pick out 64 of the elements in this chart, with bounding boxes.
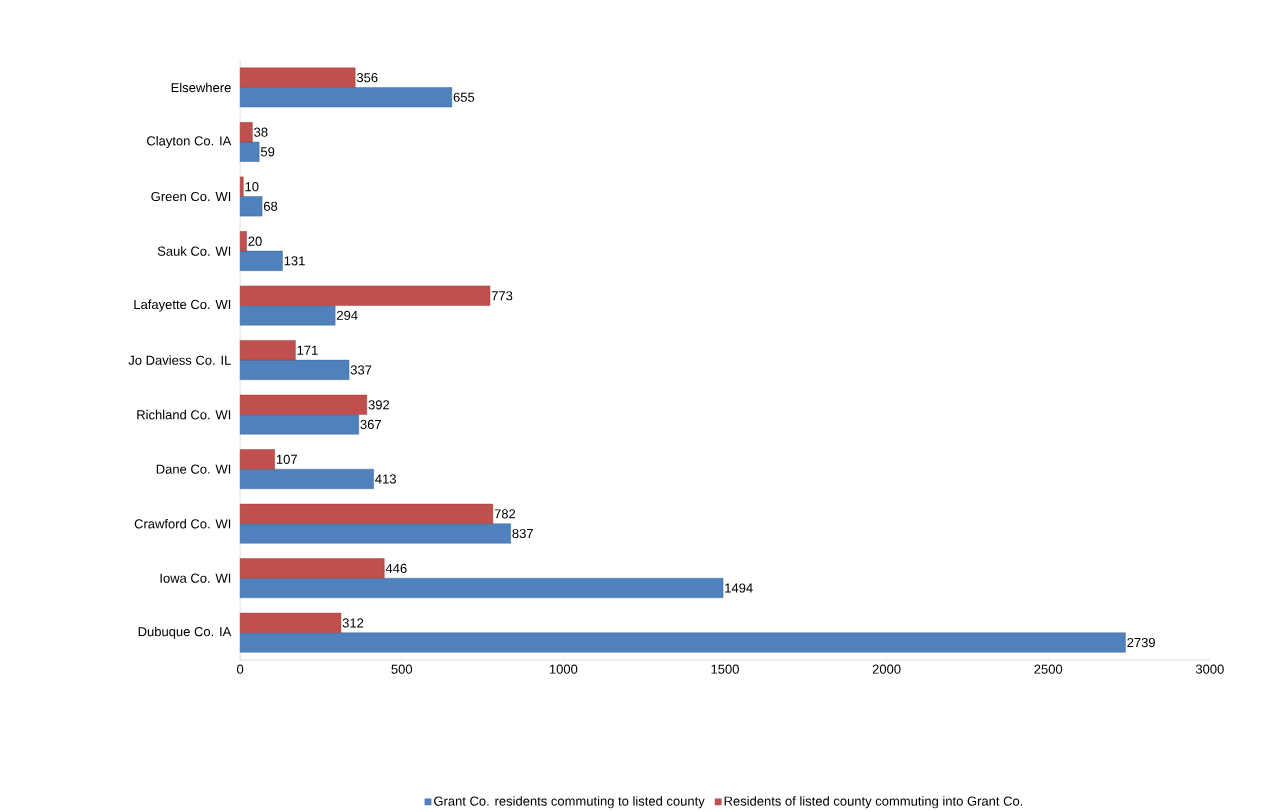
x-tick-label: 2500: [1034, 664, 1063, 674]
bar: [239, 360, 350, 381]
y-tick-label: Crawford Co. WI: [134, 519, 231, 529]
data-label: 337: [350, 365, 372, 375]
legend-label: Grant Co. residents commuting to listed county: [434, 796, 705, 809]
data-label: 356: [356, 73, 378, 83]
bar: [239, 395, 368, 416]
data-label: 68: [263, 201, 278, 212]
y-tick-label: Clayton Co. IA: [147, 136, 232, 149]
legend-label: Residents of listed county commuting into Grant Co.: [724, 796, 1023, 809]
y-tick-label: Dubuque Co. IA: [138, 626, 232, 640]
data-label: 10: [245, 182, 259, 192]
bar: [239, 523, 511, 544]
bar: [239, 340, 296, 361]
bar: [239, 613, 342, 634]
bar: [239, 176, 244, 197]
data-label: 20: [248, 236, 262, 247]
x-tick-label: 0: [237, 664, 244, 674]
data-label: 446: [385, 564, 407, 574]
data-label: 773: [491, 291, 513, 301]
x-tick-label: 2000: [872, 664, 901, 674]
bar: [239, 251, 283, 272]
y-tick-label: Richland Co. WI: [137, 410, 231, 420]
bar: [239, 449, 275, 470]
data-label: 782: [494, 509, 516, 519]
bar: [239, 305, 336, 326]
y-tick-label: Iowa Co. WI: [160, 573, 231, 584]
bar: [239, 87, 453, 108]
data-label: 413: [375, 474, 396, 484]
data-label: 312: [342, 618, 364, 628]
x-tick-label: 3000: [1195, 664, 1224, 674]
bar: [239, 122, 253, 143]
bar: [239, 142, 260, 163]
data-label: 1494: [725, 583, 753, 593]
data-label: 59: [260, 147, 275, 157]
data-label: 655: [453, 92, 475, 103]
data-label: 294: [337, 311, 358, 321]
data-label: 131: [284, 256, 305, 266]
bar: [239, 469, 374, 490]
y-tick-label: Dane Co. WI: [156, 464, 231, 474]
bar: [239, 67, 356, 88]
bar: [239, 231, 247, 252]
y-tick-label: Lafayette Co. WI: [134, 299, 231, 312]
x-tick-label: 500: [391, 664, 413, 674]
bar: [239, 558, 385, 579]
y-tick-label: Elsewhere: [171, 82, 231, 93]
data-label: 38: [254, 127, 268, 137]
bar: [239, 504, 494, 525]
bar: [239, 578, 724, 599]
y-tick-label: Green Co. WI: [151, 192, 231, 202]
x-tick-label: 1000: [549, 664, 578, 674]
bar: [239, 196, 263, 217]
bar: [239, 414, 359, 435]
x-tick-label: 1500: [711, 664, 739, 674]
y-tick-label: Sauk Co. WI: [157, 246, 231, 257]
bar: [239, 285, 491, 306]
data-label: 367: [360, 420, 381, 430]
y-tick-label: Jo Daviess Co. IL: [128, 355, 231, 366]
data-label: 837: [512, 529, 533, 539]
data-label: 392: [368, 400, 390, 410]
data-label: 171: [297, 346, 318, 355]
data-label: 107: [276, 454, 297, 465]
bar: [239, 632, 1126, 653]
data-label: 2739: [1127, 638, 1155, 648]
